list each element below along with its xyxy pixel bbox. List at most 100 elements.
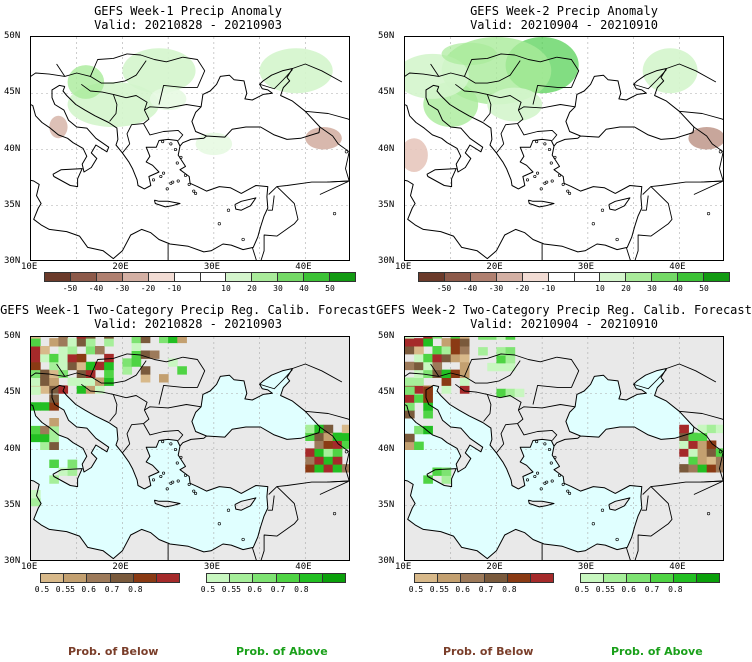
anomaly-color-swatch	[704, 273, 730, 281]
aegean-island	[525, 178, 530, 182]
country-border	[182, 356, 206, 388]
probability-cell	[514, 388, 525, 398]
azov-sea	[259, 368, 293, 396]
lat-tick-label: 35N	[378, 499, 395, 510]
prob-below-swatch	[530, 574, 554, 582]
country-border	[693, 480, 723, 495]
coastline-anatolia-africa	[405, 146, 643, 260]
probability-cell	[423, 353, 433, 363]
prob-below-swatch	[133, 574, 157, 582]
probability-cell	[679, 424, 689, 434]
prob-below-swatch	[484, 574, 508, 582]
aegean-island	[566, 189, 570, 193]
probability-cell	[67, 353, 78, 363]
probability-cell	[332, 432, 343, 441]
coastline-cyprus	[608, 497, 631, 511]
probability-cell	[414, 353, 424, 363]
coastline-cyprus	[608, 197, 631, 211]
aegean-island	[161, 440, 165, 444]
probability-cell	[31, 433, 41, 443]
probability-cell	[706, 456, 717, 465]
country-border	[517, 423, 558, 441]
probability-cell	[314, 448, 325, 457]
lat-tick-label: 45N	[378, 87, 395, 98]
aegean-island	[165, 187, 169, 191]
prob-above-caption-week2: Prob. of Above	[611, 645, 703, 658]
probability-cell	[697, 464, 708, 473]
probability-cell	[441, 475, 452, 484]
coastline-sicily	[52, 168, 83, 188]
lat-tick-label: 40N	[378, 443, 395, 454]
probability-cell	[405, 441, 415, 450]
small-island	[591, 222, 595, 226]
prob-above-swatch	[207, 574, 231, 582]
small-island	[217, 522, 221, 526]
aegean-island	[553, 455, 557, 459]
probability-cell	[441, 353, 452, 363]
probability-cell	[49, 353, 59, 363]
prob-below-swatch	[461, 574, 485, 582]
anomaly-contour	[122, 48, 196, 94]
probability-cell	[496, 347, 507, 356]
anomaly-contour	[405, 138, 428, 172]
lon-tick-label: 30E	[203, 262, 221, 272]
probability-cell	[441, 467, 452, 476]
country-border	[464, 60, 521, 84]
small-island	[241, 537, 245, 542]
anomaly-contour	[259, 48, 333, 94]
lon-tick-label: 20E	[112, 562, 129, 572]
lat-tick-label: 30N	[378, 256, 395, 266]
probability-cell	[414, 377, 424, 386]
probability-cell	[104, 337, 114, 339]
country-border	[642, 126, 723, 195]
black-sea	[191, 375, 320, 440]
anomaly-color-swatch	[522, 273, 549, 281]
country-border	[81, 383, 118, 422]
lat-tick-label: 30N	[378, 556, 395, 566]
map-week2-probability	[404, 336, 724, 561]
panel2-title: GEFS Week-2 Precip Anomaly Valid: 2021090…	[470, 4, 658, 32]
prob-tick-label: 0.5	[574, 585, 590, 594]
probability-cell	[49, 425, 59, 435]
anomaly-tick-label: -30	[488, 284, 504, 293]
country-border	[641, 495, 649, 511]
probability-cell	[31, 425, 41, 435]
probability-cell	[140, 374, 151, 383]
country-border	[455, 83, 492, 122]
probability-cell	[122, 366, 133, 375]
probability-cell	[405, 377, 415, 386]
country-border	[143, 423, 184, 441]
probability-cell	[414, 361, 424, 371]
probability-cell	[423, 410, 433, 419]
coastline-cyprus	[234, 497, 257, 511]
probability-cell	[58, 361, 69, 371]
prob-above-swatch	[696, 574, 720, 582]
anomaly-color-swatch	[122, 273, 149, 281]
probability-cell	[496, 388, 507, 398]
prob-tick-label: 0.8	[502, 585, 517, 594]
anomaly-tick-label: -20	[140, 284, 156, 293]
probability-cell	[432, 353, 443, 363]
prob-tick-label: 0.55	[221, 585, 241, 594]
probability-cell	[40, 402, 50, 411]
country-border	[634, 186, 673, 260]
aegean-island	[547, 147, 552, 152]
aegean-island	[183, 173, 188, 177]
probability-cell	[67, 346, 78, 355]
probability-cell	[49, 361, 59, 371]
country-border	[267, 495, 275, 511]
anomaly-contour	[67, 65, 105, 99]
lat-tick-label: 35N	[4, 199, 21, 210]
prob-tick-label: 0.55	[55, 585, 75, 594]
probability-cell	[104, 377, 114, 386]
probability-cell	[459, 385, 470, 394]
anomaly-colorbar-week1	[44, 272, 356, 282]
prob-tick-label: 0.55	[429, 585, 449, 594]
probability-cell	[49, 377, 59, 386]
probability-cell	[697, 448, 708, 457]
anomaly-tick-label: 50	[699, 284, 709, 293]
country-border	[634, 486, 673, 560]
aegean-island	[173, 447, 178, 452]
prob-above-swatch	[581, 574, 605, 582]
coastline-azov	[259, 369, 293, 390]
